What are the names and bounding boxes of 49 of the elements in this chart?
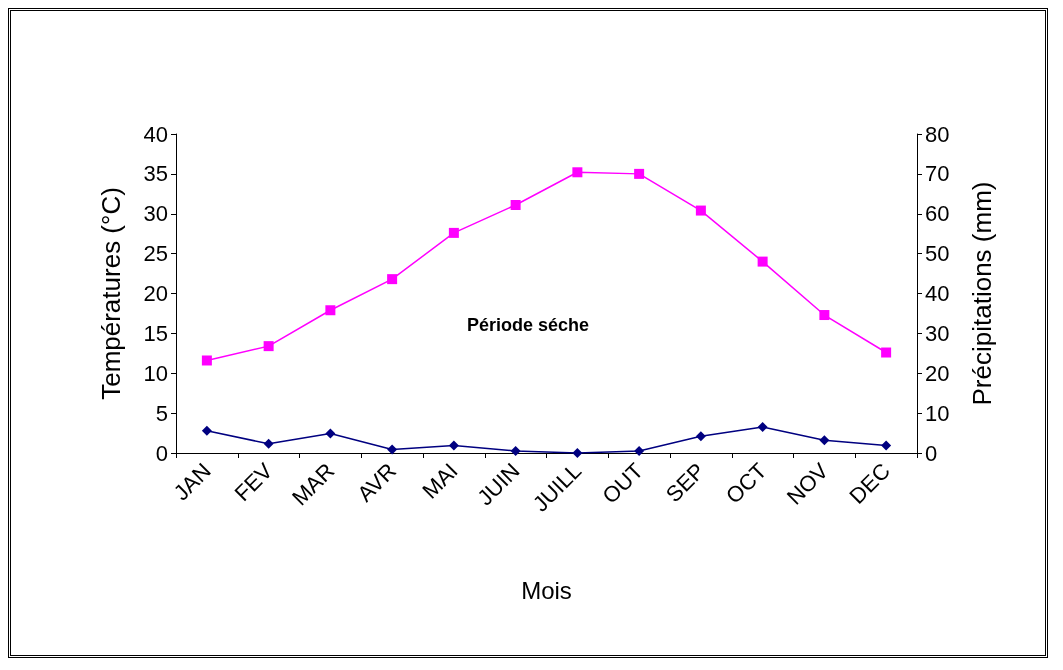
point xyxy=(448,227,459,238)
y-tick-label: 35 xyxy=(143,161,168,187)
x-tick-label: SEP xyxy=(660,458,710,507)
point xyxy=(572,448,583,458)
point xyxy=(387,274,398,285)
point xyxy=(881,347,892,358)
x-tick-label: JAN xyxy=(168,458,216,506)
point xyxy=(201,425,212,436)
point xyxy=(263,341,274,352)
point xyxy=(201,355,212,366)
annotation: Période séche xyxy=(466,315,590,335)
point xyxy=(510,199,521,210)
x-axis-title: Mois xyxy=(521,576,572,604)
point xyxy=(819,435,830,446)
point xyxy=(695,431,706,442)
y-tick-label: 20 xyxy=(143,281,168,306)
point xyxy=(634,168,645,179)
point xyxy=(325,305,336,316)
y-tick-label: 25 xyxy=(143,241,168,267)
point xyxy=(819,310,830,321)
y2-tick-label: 60 xyxy=(925,201,950,227)
point xyxy=(263,438,274,449)
y2-tick-label: 20 xyxy=(925,360,950,386)
y2-axis-title: Précipitations (mm) xyxy=(967,181,997,406)
y2-tick-label: 0 xyxy=(925,440,938,466)
y2-tick-label: 80 xyxy=(925,121,950,147)
y2-tick-label: 50 xyxy=(925,241,950,267)
point xyxy=(510,446,521,457)
point xyxy=(757,422,768,433)
y-tick-label: 5 xyxy=(155,400,168,426)
y2-tick-label: 40 xyxy=(925,281,950,306)
x-tick-label: MAI xyxy=(417,458,463,504)
y2-tick-label: 70 xyxy=(925,161,950,187)
y2-tick-label: 10 xyxy=(925,400,950,426)
point xyxy=(572,167,583,178)
y2-tick-label: 30 xyxy=(925,320,950,346)
point xyxy=(634,446,645,457)
point xyxy=(881,440,892,451)
y-tick-label: 30 xyxy=(143,201,168,227)
point xyxy=(757,256,768,267)
point xyxy=(448,440,459,451)
y-tick-label: 40 xyxy=(143,121,168,147)
y-tick-label: 10 xyxy=(143,360,168,386)
point xyxy=(387,444,398,455)
y-tick-label: 15 xyxy=(143,320,168,346)
point xyxy=(325,428,336,439)
point xyxy=(695,205,706,216)
y-tick-label: 0 xyxy=(155,440,168,466)
y-axis-title: Températures (°C) xyxy=(96,187,126,400)
